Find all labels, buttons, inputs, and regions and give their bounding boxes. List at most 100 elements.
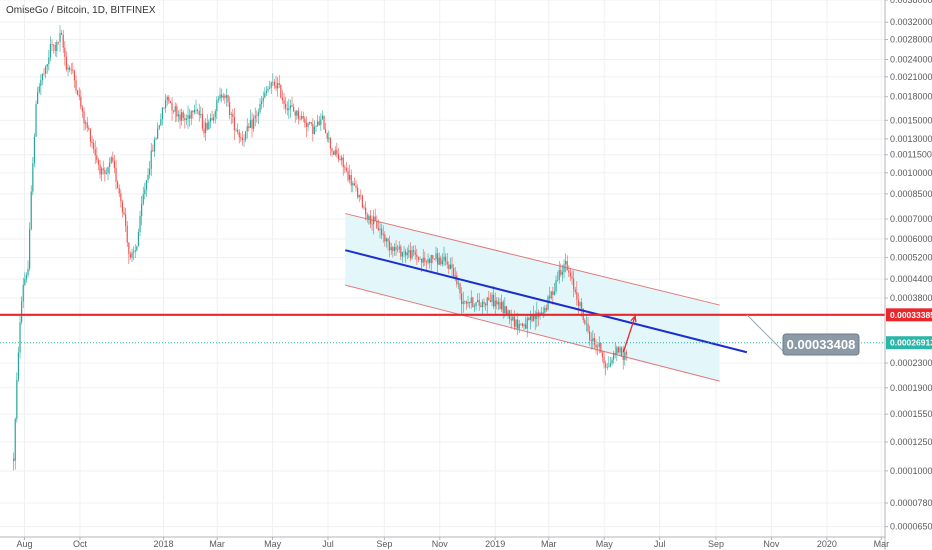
x-tick-label: Sep <box>376 539 392 549</box>
candle-body <box>454 275 456 277</box>
chart-title: OmiseGo / Bitcoin, 1D, BITFINEX <box>6 5 156 16</box>
candle-body <box>53 44 55 46</box>
candle-body <box>317 121 319 126</box>
candle-body <box>281 97 284 101</box>
candle-body <box>435 253 437 260</box>
x-tick-label: Mar <box>541 539 557 549</box>
candle-body <box>232 114 234 117</box>
candle-body <box>107 166 109 173</box>
candle-body <box>414 251 416 255</box>
candle-body <box>619 347 621 353</box>
candle-body <box>457 283 460 285</box>
candle-body <box>102 168 104 171</box>
candle-body <box>488 297 490 301</box>
candle-body <box>184 117 186 121</box>
candle-body <box>57 41 60 43</box>
candle-body <box>355 185 357 188</box>
candle-body <box>496 300 498 305</box>
candle-body <box>526 317 528 329</box>
candle-body <box>493 294 495 307</box>
candle-body <box>563 264 565 273</box>
candle-body <box>45 66 47 74</box>
candle-body <box>533 313 535 321</box>
candle-body <box>246 126 248 132</box>
candle-body <box>377 228 380 230</box>
candle-body <box>417 257 420 260</box>
candle-body <box>147 174 149 181</box>
candle-body <box>565 261 567 265</box>
candle-body <box>81 107 84 112</box>
candle-body <box>392 247 394 251</box>
candle-body <box>561 272 564 275</box>
candle-body <box>221 94 223 98</box>
candle-body <box>289 105 292 109</box>
candle-body <box>30 191 32 230</box>
candle-body <box>59 33 61 43</box>
candle-body <box>549 296 551 299</box>
candle-body <box>283 100 285 104</box>
candle-body <box>432 254 434 259</box>
candle-body <box>38 86 40 93</box>
candle-body <box>37 92 39 105</box>
candle-body <box>369 215 372 224</box>
candle-body <box>166 96 168 100</box>
candle-body <box>19 322 21 353</box>
candle-body <box>585 323 588 325</box>
candle-body <box>577 299 580 307</box>
candle-body <box>467 302 469 304</box>
candle-body <box>440 257 442 265</box>
candle-body <box>456 275 458 285</box>
candle-body <box>345 168 348 171</box>
candle-body <box>262 97 264 102</box>
candle-body <box>576 291 578 300</box>
candle-body <box>569 272 572 277</box>
candle-body <box>254 115 256 119</box>
candle-body <box>365 207 367 215</box>
candle-body <box>85 122 87 124</box>
candle-body <box>41 73 44 80</box>
x-tick-label: Mar <box>209 539 225 549</box>
candle-body <box>168 96 170 102</box>
candle-body <box>550 291 552 299</box>
candle-body <box>181 112 183 121</box>
candle-body <box>83 111 85 124</box>
x-tick-label: 2018 <box>154 539 174 549</box>
candle-body <box>86 122 88 128</box>
candle-body <box>312 123 314 134</box>
candle-body <box>523 324 525 326</box>
candle-body <box>150 150 152 169</box>
candle-body <box>525 324 527 329</box>
candle-body <box>584 320 586 324</box>
candle-body <box>313 126 316 134</box>
candle-body <box>171 102 173 111</box>
candle-body <box>225 95 228 98</box>
candle-body <box>17 352 20 380</box>
candle-body <box>405 251 407 256</box>
candle-body <box>592 338 594 342</box>
candle-body <box>453 267 455 277</box>
candle-body <box>109 162 111 167</box>
candle-body <box>361 195 364 208</box>
candle-body <box>350 175 352 186</box>
candle-body <box>273 81 276 86</box>
candle-body <box>483 301 485 304</box>
candle-body <box>464 301 466 302</box>
candle-body <box>297 110 300 119</box>
candle-body <box>97 160 100 165</box>
candle-body <box>363 207 365 209</box>
candle-body <box>77 90 79 95</box>
candle-body <box>430 254 432 264</box>
candle-body <box>425 261 428 263</box>
candle-body <box>622 356 624 361</box>
candle-body <box>353 183 356 186</box>
candle-body <box>248 126 250 128</box>
candle-body <box>504 306 506 314</box>
callout-box[interactable] <box>782 333 860 356</box>
x-tick-label: Aug <box>17 539 33 549</box>
